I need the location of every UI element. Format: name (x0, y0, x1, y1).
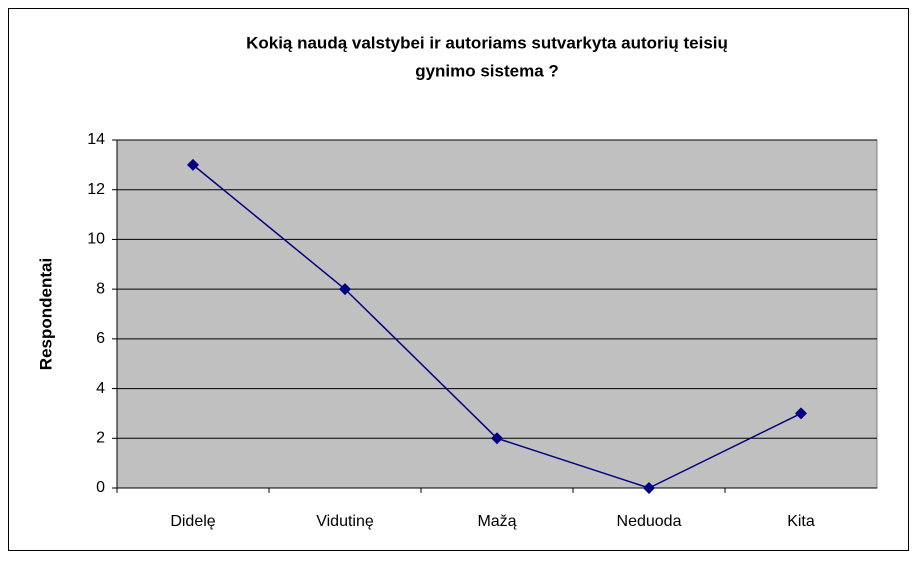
y-tick-label: 12 (87, 181, 105, 198)
y-tick-label: 10 (87, 231, 105, 248)
y-tick-label: 14 (87, 131, 105, 148)
y-axis-label: Respondentai (36, 258, 55, 370)
y-tick-label: 4 (96, 380, 105, 397)
x-tick-label: Kita (787, 513, 815, 530)
data-marker (643, 482, 655, 494)
y-tick-label: 2 (96, 430, 105, 447)
plot-area (116, 139, 878, 489)
chart-title: gynimo sistema ? (415, 61, 559, 80)
x-tick-label: Mažą (477, 513, 516, 530)
y-tick-label: 6 (96, 330, 105, 347)
chart-title: Kokią naudą valstybei ir autoriams sutva… (246, 33, 728, 52)
data-marker (795, 407, 807, 420)
data-marker (187, 158, 199, 171)
x-tick-label: Neduoda (617, 513, 682, 530)
y-tick-label: 0 (96, 479, 105, 496)
x-tick-label: Vidutinę (316, 513, 374, 530)
data-marker (491, 432, 503, 445)
y-tick-label: 8 (96, 280, 105, 297)
x-tick-label: Didelę (170, 513, 215, 530)
data-marker (339, 283, 351, 296)
